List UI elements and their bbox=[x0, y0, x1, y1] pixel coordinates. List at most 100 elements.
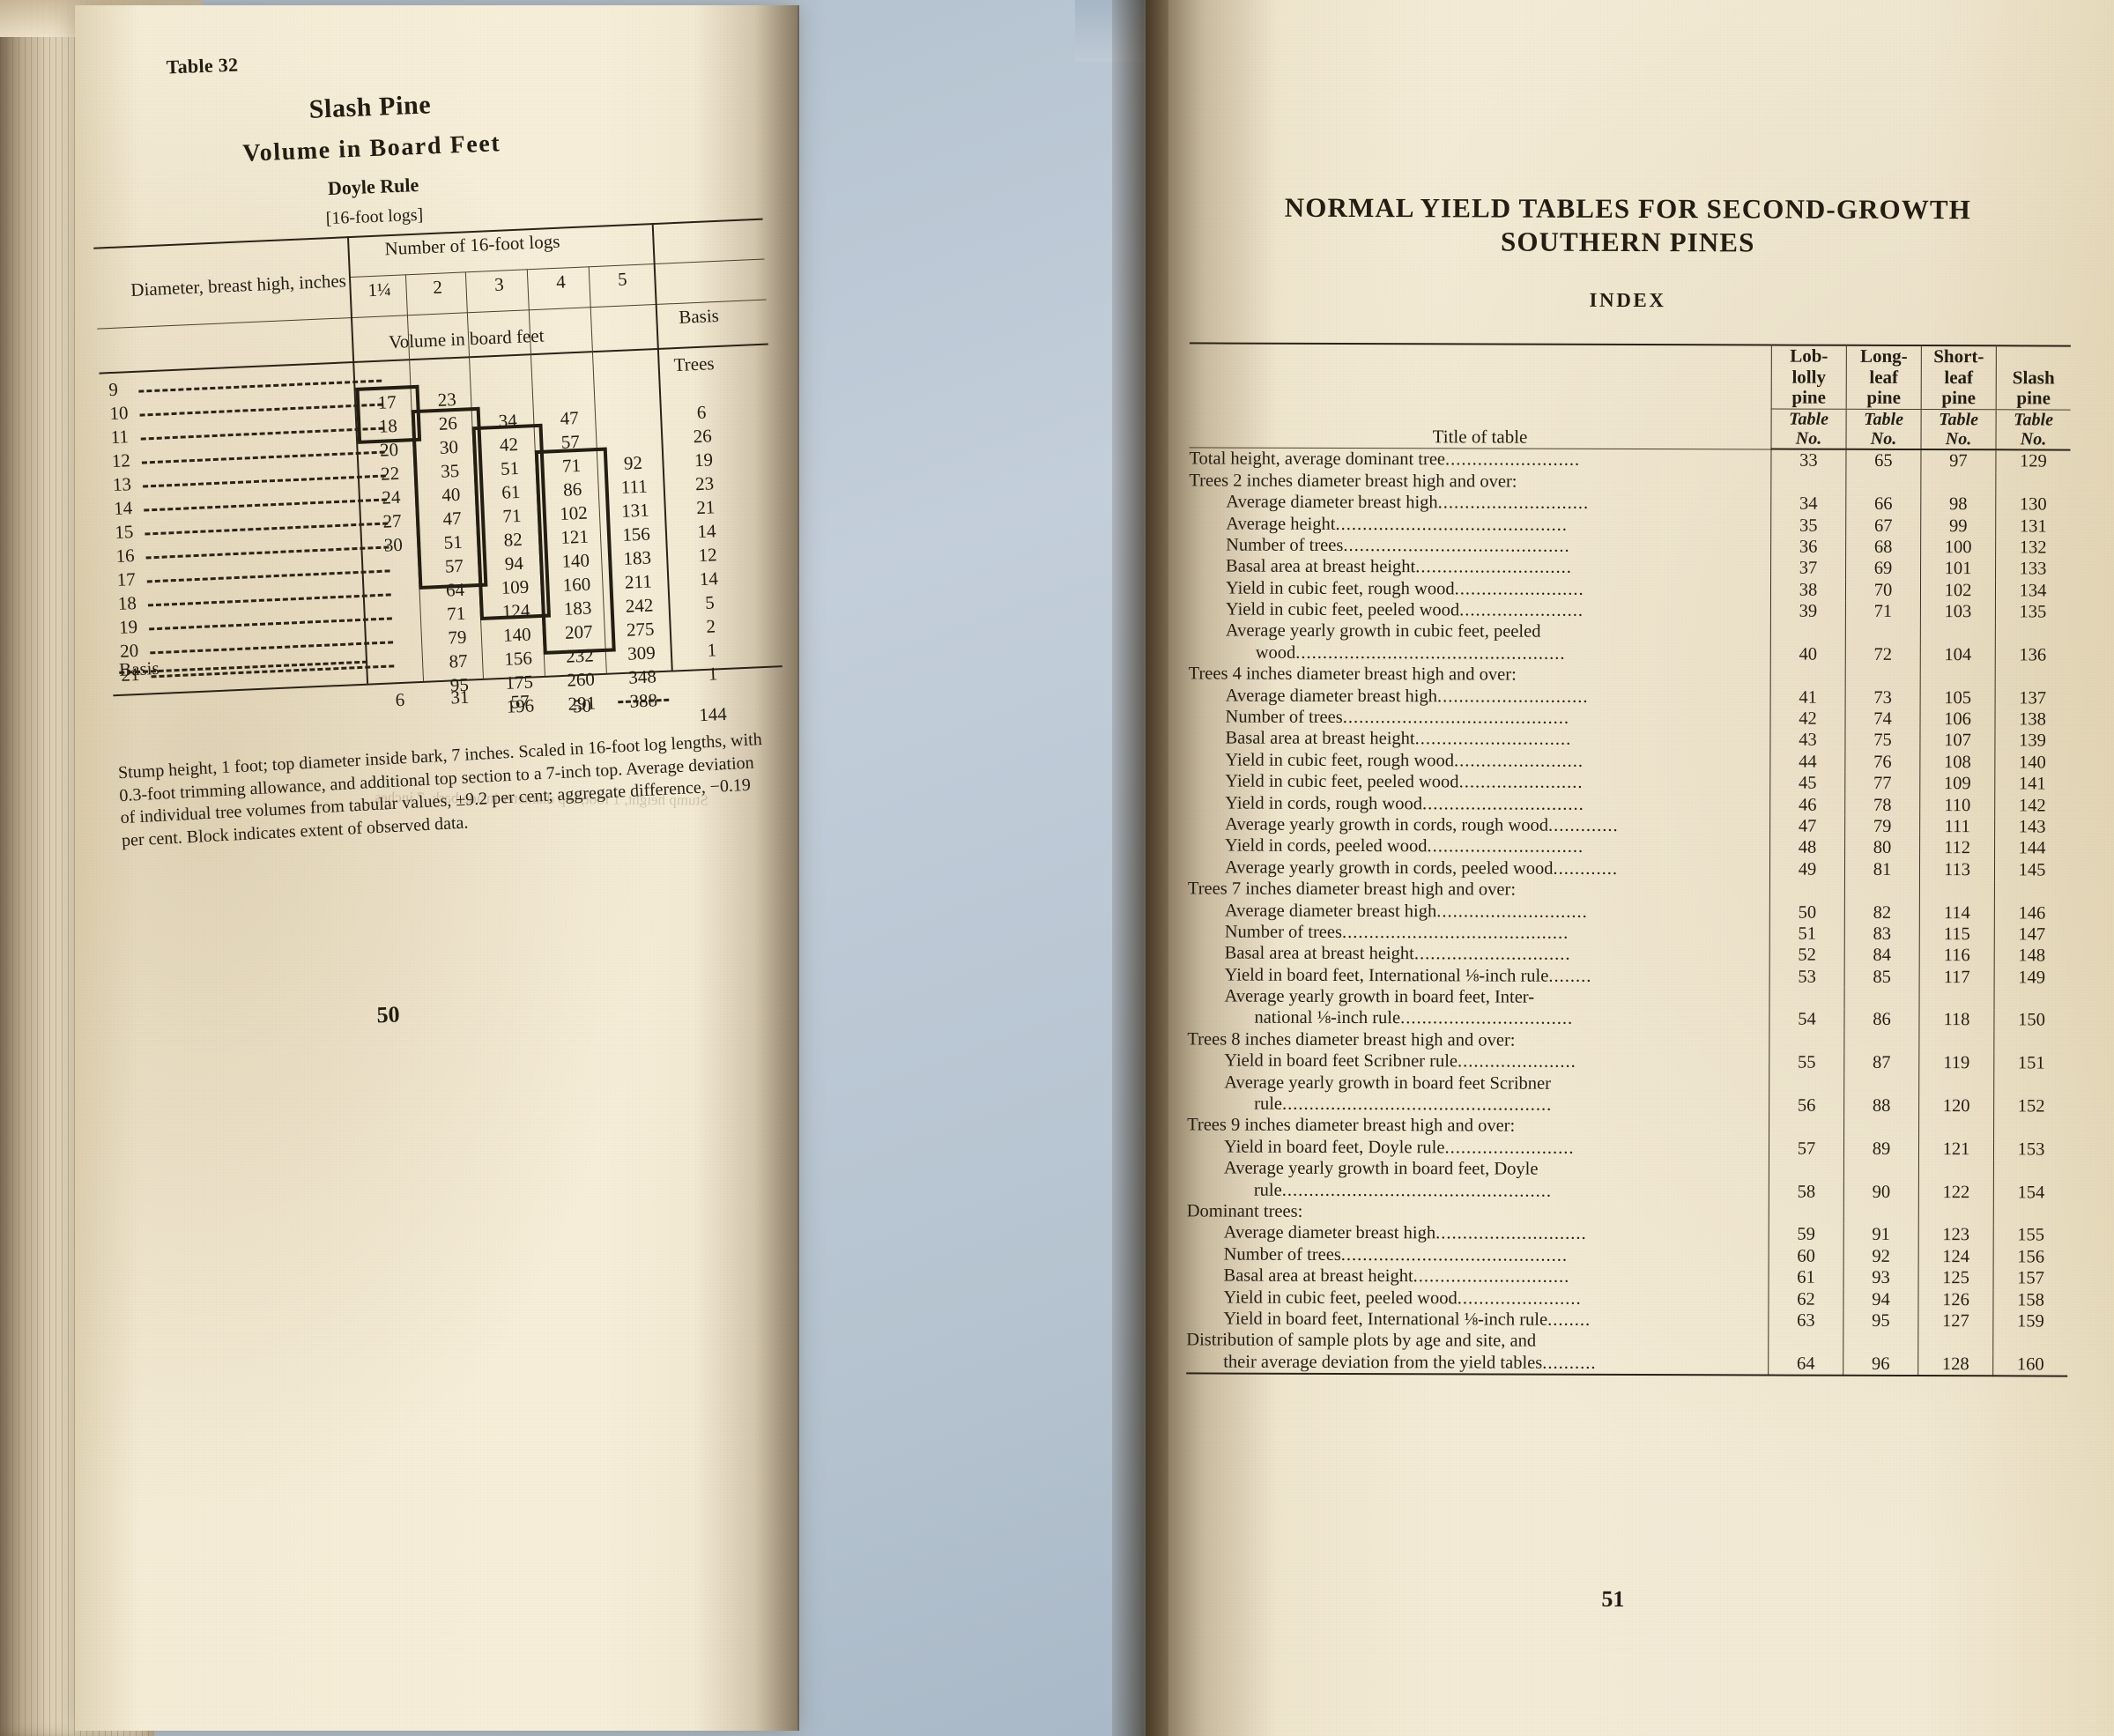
dot-leader bbox=[141, 450, 385, 464]
index-table-number: 136 bbox=[1995, 644, 2070, 666]
index-table-number: 151 bbox=[1993, 1052, 2069, 1075]
index-row-label-cell: Yield in cubic feet, peeled wood........… bbox=[1189, 598, 1771, 621]
dot-leader bbox=[139, 403, 383, 417]
index-table-number: 37 bbox=[1770, 557, 1846, 580]
index-table-number bbox=[1993, 1073, 2069, 1096]
index-table-number bbox=[1843, 1159, 1919, 1182]
index-table-number: 33 bbox=[1770, 449, 1846, 472]
header-diameter-breast-high: Diameter, breast high, inches bbox=[130, 270, 347, 300]
index-row: Average yearly growth in board feet, Int… bbox=[1188, 986, 2069, 1011]
index-row: Total height, average dominant tree.....… bbox=[1189, 448, 2071, 473]
index-row-label: Trees 2 inches diameter breast high and … bbox=[1189, 471, 1517, 492]
diameter-value: 14 bbox=[113, 497, 133, 520]
header-volume-board-feet: Volume in board feet bbox=[388, 324, 545, 353]
diameter-value: 11 bbox=[110, 426, 130, 449]
index-table-number: 71 bbox=[1845, 600, 1921, 623]
index-table-number bbox=[1770, 664, 1846, 687]
index-row-label-cell: Yield in board feet, Doyle rule.........… bbox=[1187, 1136, 1769, 1159]
value-column-trees: 6 26 19 23 21 14 12 14 5 2 1 1 bbox=[671, 400, 745, 688]
index-table-number: 99 bbox=[1920, 515, 1996, 538]
index-table-number: 77 bbox=[1844, 772, 1920, 795]
index-table-number: 153 bbox=[1993, 1139, 2069, 1161]
index-table-number bbox=[1768, 1331, 1843, 1354]
dot-leader: ............ bbox=[1553, 858, 1619, 879]
index-row-label-cell: Average diameter breast high............… bbox=[1187, 1222, 1769, 1245]
diameter-value: 18 bbox=[117, 592, 137, 614]
index-table-number: 139 bbox=[1994, 730, 2070, 753]
index-row-label: Trees 7 inches diameter breast high and … bbox=[1187, 879, 1517, 900]
species-header-line: Short- bbox=[1933, 345, 1984, 367]
index-table-number bbox=[1844, 879, 1920, 902]
index-table-number: 39 bbox=[1770, 600, 1846, 623]
index-table-number: 82 bbox=[1844, 901, 1920, 924]
index-row-label-cell: Basal area at breast height.............… bbox=[1188, 728, 1770, 751]
dot-leader bbox=[145, 545, 389, 560]
index-table-number: 124 bbox=[1918, 1245, 1994, 1268]
index-row-label-cell: Yield in cords, rough wood..............… bbox=[1188, 792, 1770, 815]
index-row: Trees 8 inches diameter breast high and … bbox=[1187, 1028, 2069, 1053]
index-row-label-cell: Number of trees.........................… bbox=[1187, 1243, 1769, 1266]
index-table-number: 87 bbox=[1843, 1052, 1919, 1074]
index-row-label: Yield in cubic feet, peeled wood bbox=[1223, 1287, 1458, 1308]
dot-leader: ........................................… bbox=[1335, 514, 1568, 535]
trees-count-cell: 19 bbox=[694, 449, 714, 471]
index-table-number bbox=[1918, 1203, 1994, 1225]
left-page-paper bbox=[75, 5, 797, 1731]
index-table-number bbox=[1918, 1030, 1994, 1053]
index-table-number: 152 bbox=[1993, 1095, 2069, 1118]
index-table-number bbox=[1917, 1332, 1993, 1354]
volume-cell: 309 bbox=[627, 642, 656, 664]
index-table-number: 146 bbox=[1994, 901, 2069, 924]
trees-count-cell: 6 bbox=[696, 401, 707, 424]
index-table-number: 92 bbox=[1843, 1245, 1919, 1268]
index-table-number bbox=[1843, 1030, 1919, 1053]
index-row: Yield in cubic feet, peeled wood........… bbox=[1189, 598, 2070, 624]
page-number-right: 51 bbox=[1601, 1585, 1625, 1612]
index-col-header-shortleaf: Short-leaf pine bbox=[1921, 345, 1997, 410]
index-row: Basal area at breast height.............… bbox=[1188, 943, 2069, 968]
dot-leader: ........................................… bbox=[1281, 1180, 1553, 1201]
index-row: Yield in cords, rough wood..............… bbox=[1188, 792, 2070, 817]
index-table-number bbox=[1770, 471, 1846, 493]
index-table-number bbox=[1920, 622, 1996, 645]
dot-leader: ........................................… bbox=[1343, 535, 1570, 556]
index-row-label-cell: Average diameter breast high............… bbox=[1189, 492, 1771, 515]
table-no-line: No. bbox=[1945, 429, 1972, 449]
table-rule-header-mid bbox=[97, 299, 767, 330]
index-table-number: 60 bbox=[1769, 1245, 1844, 1267]
index-table-number bbox=[1920, 471, 1996, 494]
index-row-label: Trees 8 inches diameter breast high and … bbox=[1187, 1029, 1516, 1050]
index-table-head: Title of table Lob-lolly pine Long-leaf pi… bbox=[1189, 343, 2071, 450]
dot-leader: ...................... bbox=[1457, 1051, 1576, 1072]
index-row-label-cell: Average diameter breast high............… bbox=[1189, 685, 1771, 708]
volume-cell: 260 bbox=[566, 668, 596, 691]
index-table-number bbox=[1993, 1031, 2069, 1053]
index-row-label-cell: wood....................................… bbox=[1189, 642, 1771, 664]
index-table-number bbox=[1994, 880, 2069, 903]
index-row-label: Average diameter breast high bbox=[1224, 901, 1437, 921]
index-row-label: Yield in cords, peeled wood bbox=[1225, 835, 1428, 857]
index-table-number: 42 bbox=[1769, 708, 1846, 731]
index-row-label: national ⅛-inch rule bbox=[1254, 1008, 1401, 1028]
trees-count-cell: 2 bbox=[705, 615, 716, 637]
index-row-label: Total height, average dominant tree bbox=[1189, 449, 1446, 470]
index-table-number: 109 bbox=[1919, 773, 1995, 795]
index-row-label: Number of trees bbox=[1225, 707, 1343, 727]
book-spine-shadow bbox=[1112, 0, 1168, 1736]
index-table-number: 57 bbox=[1769, 1138, 1844, 1160]
volume-cell: 92 bbox=[623, 451, 643, 474]
index-table-number: 56 bbox=[1769, 1094, 1844, 1117]
index-table-number: 36 bbox=[1770, 536, 1846, 559]
index-row: Average diameter breast high............… bbox=[1189, 492, 2071, 516]
index-table-number: 63 bbox=[1768, 1309, 1843, 1332]
index-row-label: Basal area at breast height bbox=[1224, 943, 1414, 964]
dot-leader bbox=[146, 569, 390, 583]
index-table-number: 126 bbox=[1917, 1288, 1994, 1311]
index-row: Average diameter breast high............… bbox=[1189, 685, 2070, 709]
dot-leader: ................................ bbox=[1400, 1008, 1574, 1029]
header-trees-label: Trees bbox=[673, 352, 716, 376]
index-row-label-cell: Trees 9 inches diameter breast high and … bbox=[1187, 1115, 1769, 1138]
index-tableno-longleaf: Table No. bbox=[1845, 408, 1922, 450]
volume-cell: 71 bbox=[446, 602, 466, 625]
